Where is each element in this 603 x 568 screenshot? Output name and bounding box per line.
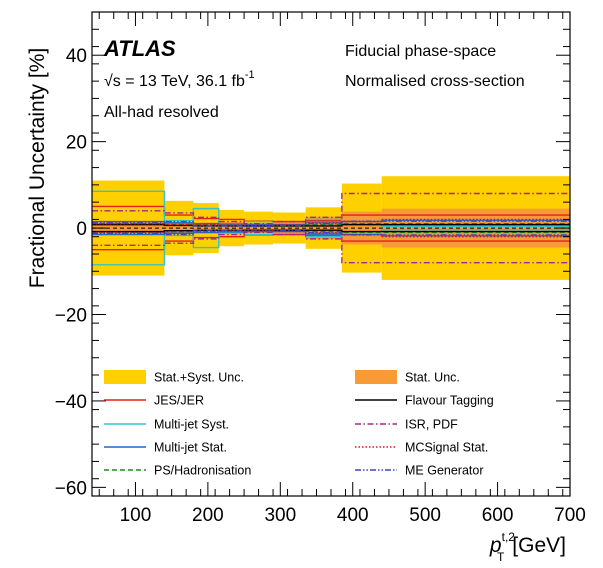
line-layer bbox=[92, 190, 570, 266]
legend-label-me-generator: ME Generator bbox=[405, 464, 484, 478]
legend-label-stat-unc: Stat. Unc. bbox=[405, 371, 460, 385]
y-axis-title: Fractional Uncertainty [%] bbox=[26, 48, 49, 288]
legend-label-jes-jer: JES/JER bbox=[154, 394, 204, 408]
y-tick-label: −20 bbox=[55, 306, 87, 327]
y-tick-label: 40 bbox=[66, 46, 87, 67]
x-tick-label: 300 bbox=[264, 505, 296, 526]
x-axis-title-sup: t,2 bbox=[502, 530, 516, 544]
x-tick-label: 500 bbox=[409, 505, 441, 526]
energy-label: √s = 13 TeV, 36.1 fb-1 bbox=[104, 69, 255, 90]
legend-label-multi-jet-stat: Multi-jet Stat. bbox=[154, 441, 227, 455]
x-tick-label: 600 bbox=[482, 505, 514, 526]
legend-label-flavour-tagging: Flavour Tagging bbox=[405, 394, 494, 408]
y-tick-label: −60 bbox=[55, 478, 87, 499]
x-axis-title-base: p bbox=[489, 534, 502, 557]
series-line-8-down bbox=[92, 229, 570, 236]
channel-label: All-had resolved bbox=[104, 104, 219, 121]
band-bin-2-5 bbox=[244, 222, 274, 234]
series-line-8-up bbox=[92, 220, 570, 228]
y-tick-label: 0 bbox=[76, 219, 87, 240]
legend-label-ps-hadronisation: PS/Hadronisation bbox=[154, 464, 251, 478]
series-line-6-down bbox=[92, 231, 570, 264]
energy-text: √s = 13 TeV, 36.1 fb bbox=[104, 73, 245, 90]
phase-space-label: Fiducial phase-space bbox=[345, 43, 496, 60]
legend-swatch-stat-syst-unc bbox=[104, 370, 146, 384]
x-tick-label: 200 bbox=[192, 505, 224, 526]
legend-label-mcsignal-stat: MCSignal Stat. bbox=[405, 441, 488, 455]
y-tick-label: 20 bbox=[66, 133, 87, 154]
energy-sup: -1 bbox=[245, 69, 255, 81]
x-tick-label: 100 bbox=[120, 505, 152, 526]
atlas-label: ATLAS bbox=[103, 36, 176, 61]
x-axis-title-unit: [GeV] bbox=[512, 534, 566, 557]
series-line-7-down bbox=[92, 229, 570, 238]
tick-layer: 100 200 300 400 500 600 700 −60 −40 −20 0 20 40 bbox=[55, 11, 586, 526]
legend-label-isr-pdf: ISR, PDF bbox=[405, 418, 458, 432]
legend-label-stat-syst-unc: Stat.+Syst. Unc. bbox=[154, 371, 244, 385]
legend-label-multi-jet-syst: Multi-jet Syst. bbox=[154, 418, 229, 432]
legend: Stat.+Syst. Unc. Stat. Unc. JES/JER Flavour… bbox=[104, 370, 494, 478]
x-tick-label: 400 bbox=[337, 505, 369, 526]
normalisation-label: Normalised cross-section bbox=[345, 73, 525, 90]
y-tick-label: −40 bbox=[55, 392, 87, 413]
x-tick-label: 700 bbox=[554, 505, 586, 526]
series-line-6-up bbox=[92, 192, 570, 225]
legend-swatch-stat-unc bbox=[355, 370, 397, 384]
x-axis-title: pt,2 T [GeV] bbox=[489, 530, 566, 564]
x-axis-title-sub: T bbox=[497, 550, 505, 564]
series-line-7-up bbox=[92, 218, 570, 227]
